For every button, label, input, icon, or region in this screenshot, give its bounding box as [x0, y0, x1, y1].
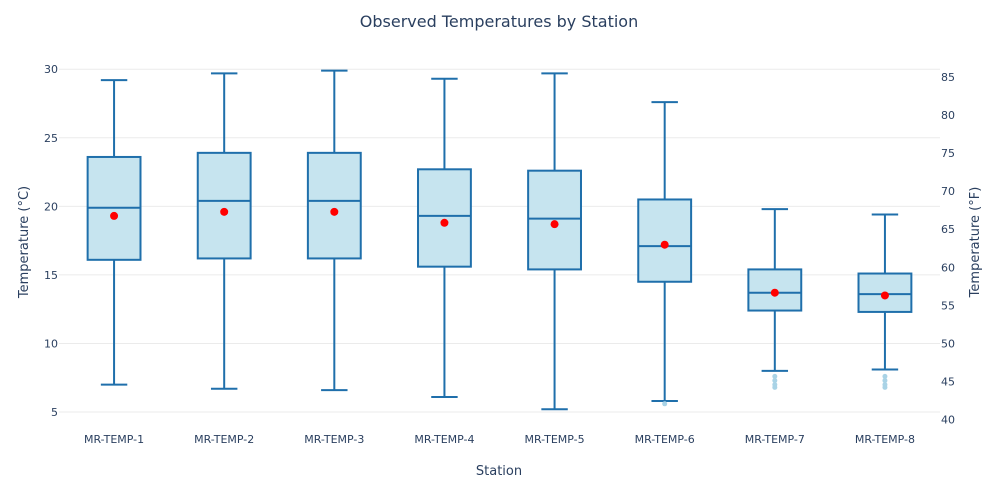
box-iqr: [196, 151, 252, 260]
y-tick-label: 25: [44, 132, 58, 145]
x-axis-title: Station: [476, 464, 522, 479]
chart-title: Observed Temperatures by Station: [360, 12, 638, 31]
box-iqr: [306, 151, 362, 260]
outlier-point: [882, 377, 888, 383]
y-tick-label: 30: [44, 63, 58, 76]
x-tick-label: MR-TEMP-7: [745, 433, 805, 446]
tick-labels: 5 10 15 20 25 30 40 45 50 55 60 65 70 75 80 85 MR-TEMP-1…: [44, 63, 955, 446]
y2-tick-label: 50: [941, 337, 955, 350]
y2-tick-label: 75: [941, 147, 955, 160]
mean-marker: [220, 207, 229, 216]
outlier-point: [882, 373, 888, 379]
y-tick-label: 20: [44, 200, 58, 213]
box-iqr: [637, 198, 693, 283]
y2-tick-label: 70: [941, 185, 955, 198]
outlier-point: [772, 373, 778, 379]
x-tick-label: MR-TEMP-3: [304, 433, 364, 446]
x-tick-label: MR-TEMP-5: [524, 433, 584, 446]
gridlines: [59, 68, 940, 413]
mean-marker: [550, 220, 559, 229]
y2-tick-label: 40: [941, 414, 955, 427]
box-iqr: [527, 169, 582, 271]
mean-marker: [440, 218, 449, 227]
y2-tick-label: 65: [941, 223, 955, 236]
box-iqr: [417, 168, 472, 268]
y-tick-label: 5: [51, 406, 58, 419]
y2-tick-label: 85: [941, 71, 955, 84]
y-axis-title: Temperature (°C): [17, 186, 32, 299]
x-tick-label: MR-TEMP-8: [855, 433, 915, 446]
y2-tick-label: 45: [941, 376, 955, 389]
outlier-point: [882, 384, 888, 390]
outlier-point: [772, 377, 778, 383]
box-series: [86, 69, 913, 411]
mean-marker: [660, 240, 669, 249]
y-tick-label: 15: [44, 269, 58, 282]
outlier-point: [772, 384, 778, 390]
outlier-point: [662, 401, 668, 407]
x-tick-label: MR-TEMP-1: [84, 433, 144, 446]
x-tick-label: MR-TEMP-6: [635, 433, 695, 446]
y2-axis-title: Temperature (°F): [968, 187, 983, 299]
y2-tick-label: 60: [941, 261, 955, 274]
y-tick-label: 10: [44, 337, 58, 350]
y2-tick-label: 55: [941, 299, 955, 312]
mean-marker: [330, 207, 339, 216]
mean-marker: [880, 291, 889, 300]
mean-marker: [110, 211, 119, 220]
x-tick-label: MR-TEMP-2: [194, 433, 254, 446]
y2-tick-label: 80: [941, 109, 955, 122]
x-tick-label: MR-TEMP-4: [414, 433, 474, 446]
mean-marker: [770, 288, 779, 297]
